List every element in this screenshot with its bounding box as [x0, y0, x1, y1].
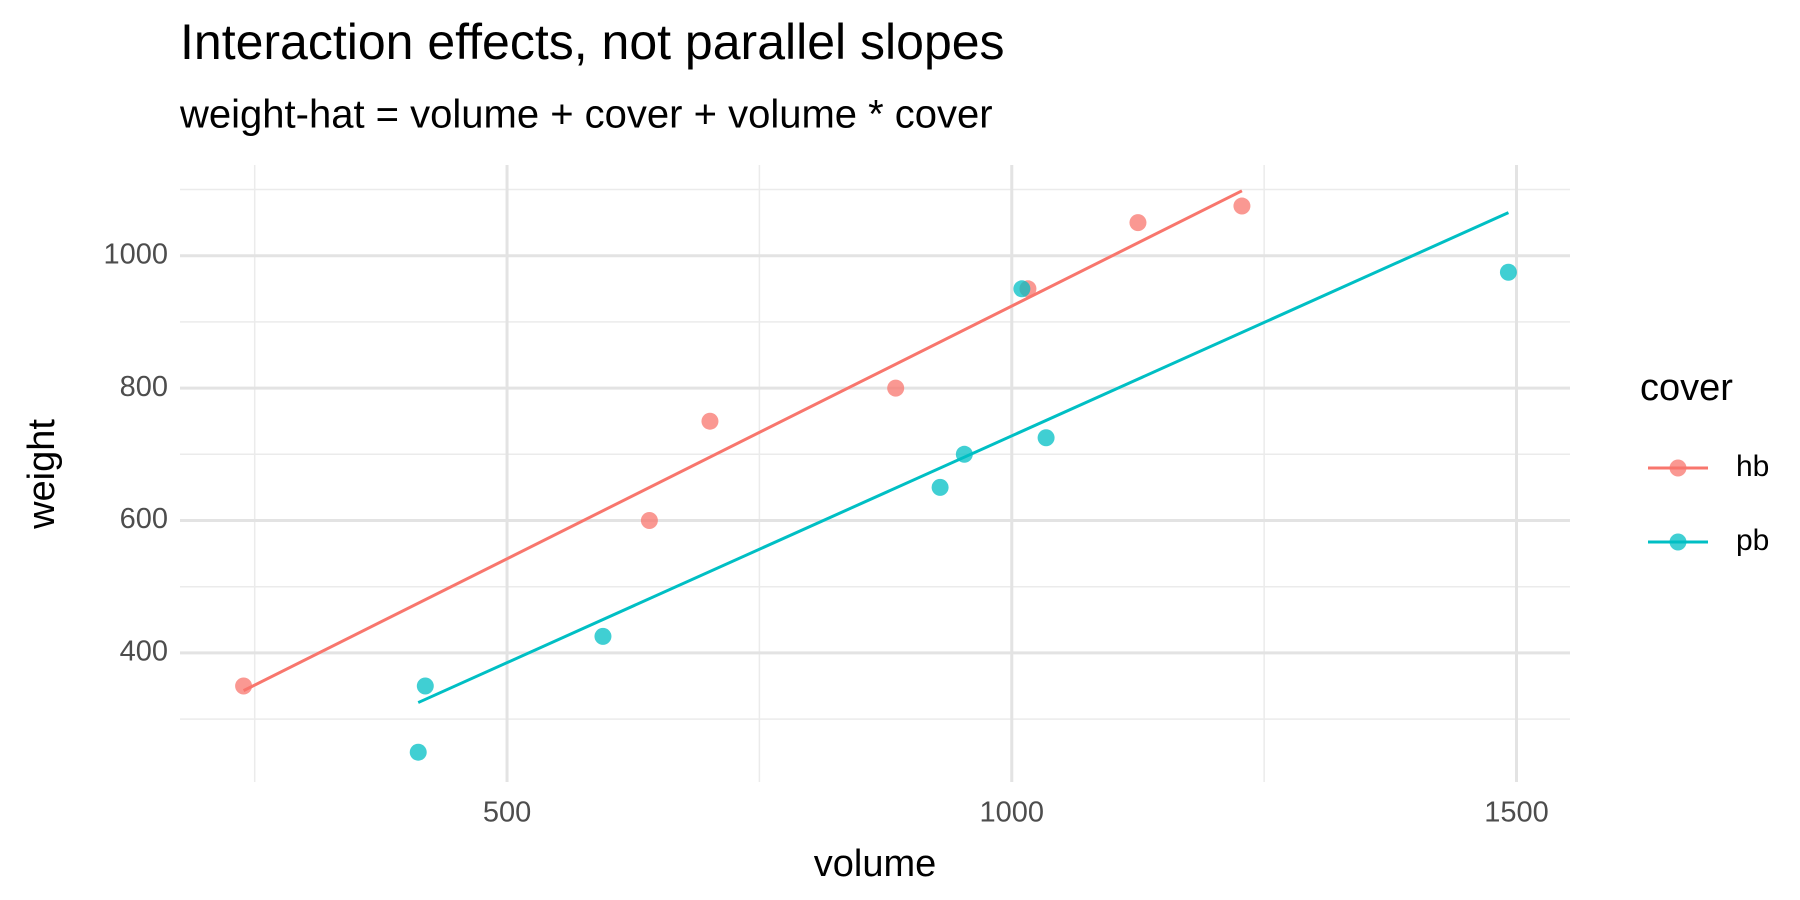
legend-title: cover — [1640, 367, 1733, 409]
point — [931, 478, 949, 496]
point — [701, 412, 719, 430]
chart-subtitle: weight-hat = volume + cover + volume * c… — [179, 93, 993, 137]
y-tick-label: 400 — [120, 636, 168, 668]
fit-line — [242, 189, 1243, 692]
y-tick-label: 800 — [120, 371, 168, 403]
point — [235, 677, 253, 695]
point — [887, 379, 905, 397]
x-tick-label: 1500 — [1484, 797, 1549, 829]
point — [409, 743, 427, 761]
point — [1013, 280, 1031, 298]
legend-label: hb — [1736, 450, 1769, 483]
point — [416, 677, 434, 695]
x-tick-label: 500 — [483, 797, 531, 829]
x-axis-title: volume — [814, 843, 937, 885]
point — [1037, 429, 1055, 447]
point — [1499, 263, 1517, 281]
point — [640, 512, 658, 530]
legend-key-point — [1669, 459, 1687, 477]
x-tick-label: 1000 — [980, 797, 1045, 829]
legend-label: pb — [1736, 524, 1769, 557]
y-tick-label: 600 — [120, 503, 168, 535]
legend-key-point — [1669, 533, 1687, 551]
y-tick-label: 1000 — [103, 238, 168, 270]
point — [955, 445, 973, 463]
point — [594, 627, 612, 645]
point — [1129, 214, 1147, 232]
chart-title: Interaction effects, not parallel slopes — [180, 14, 1005, 70]
y-axis-title: weight — [21, 419, 63, 530]
point — [1233, 197, 1251, 215]
